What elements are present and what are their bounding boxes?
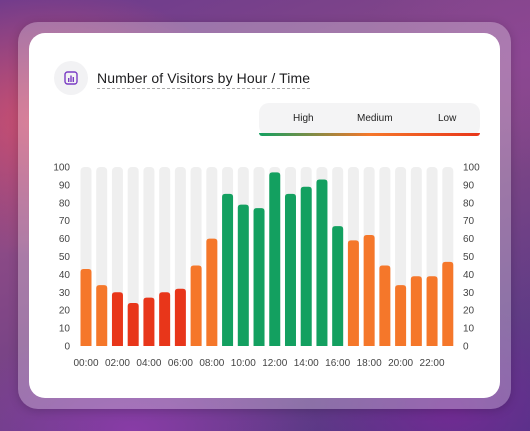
y-tick-label-right: 20	[463, 306, 475, 317]
bar	[269, 172, 281, 346]
y-tick-label-right: 10	[463, 324, 475, 335]
x-tick-label: 10:00	[231, 358, 256, 369]
bar	[206, 238, 218, 346]
bar-track	[127, 167, 139, 346]
bar	[332, 226, 344, 346]
bar	[190, 265, 202, 346]
y-tick-label-left: 40	[59, 270, 71, 281]
bar-chart-icon	[54, 61, 88, 95]
y-tick-label-right: 90	[463, 180, 475, 191]
bar	[80, 269, 92, 346]
bar	[363, 235, 375, 346]
bar	[127, 303, 139, 346]
bar	[143, 297, 155, 346]
y-tick-label-left: 50	[59, 252, 71, 263]
y-tick-label-right: 100	[463, 163, 480, 174]
bar	[347, 240, 359, 346]
legend: High Medium Low	[259, 103, 480, 136]
legend-low: Low	[438, 113, 457, 124]
bar	[174, 288, 186, 346]
y-tick-label-left: 0	[64, 342, 70, 353]
x-tick-label: 02:00	[105, 358, 130, 369]
y-tick-label-right: 0	[463, 342, 469, 353]
bar	[300, 186, 312, 346]
y-tick-label-right: 60	[463, 234, 475, 245]
y-tick-label-left: 20	[59, 306, 71, 317]
x-tick-label: 08:00	[199, 358, 224, 369]
bar	[379, 265, 391, 346]
y-tick-label-left: 80	[59, 198, 71, 209]
bar	[96, 285, 108, 346]
y-tick-label-left: 60	[59, 234, 71, 245]
chart-title: Number of Visitors by Hour / Time	[97, 70, 311, 89]
bar	[111, 292, 123, 346]
y-tick-label-right: 50	[463, 252, 475, 263]
bar	[316, 179, 328, 346]
x-tick-label: 06:00	[168, 358, 193, 369]
bar	[159, 292, 171, 346]
x-tick-label: 16:00	[325, 358, 350, 369]
bar	[410, 276, 422, 346]
bar	[284, 193, 296, 346]
legend-gradient-bar	[259, 133, 480, 136]
x-tick-label: 12:00	[262, 358, 287, 369]
y-tick-label-right: 70	[463, 216, 475, 227]
bar	[426, 276, 438, 346]
x-tick-label: 20:00	[388, 358, 413, 369]
x-tick-label: 14:00	[294, 358, 319, 369]
bar	[237, 204, 249, 346]
bar	[395, 285, 407, 346]
legend-high: High	[293, 113, 314, 124]
bar	[222, 193, 234, 346]
x-tick-label: 00:00	[73, 358, 98, 369]
legend-medium: Medium	[357, 113, 393, 124]
y-tick-label-right: 30	[463, 288, 475, 299]
y-tick-label-right: 40	[463, 270, 475, 281]
y-tick-label-left: 70	[59, 216, 71, 227]
y-tick-label-right: 80	[463, 198, 475, 209]
y-tick-label-left: 100	[53, 163, 70, 174]
y-tick-label-left: 90	[59, 180, 71, 191]
x-tick-label: 18:00	[357, 358, 382, 369]
y-tick-label-left: 30	[59, 288, 71, 299]
x-tick-label: 22:00	[420, 358, 445, 369]
bar	[253, 208, 265, 346]
x-tick-label: 04:00	[136, 358, 161, 369]
y-tick-label-left: 10	[59, 324, 71, 335]
bar	[442, 261, 454, 346]
